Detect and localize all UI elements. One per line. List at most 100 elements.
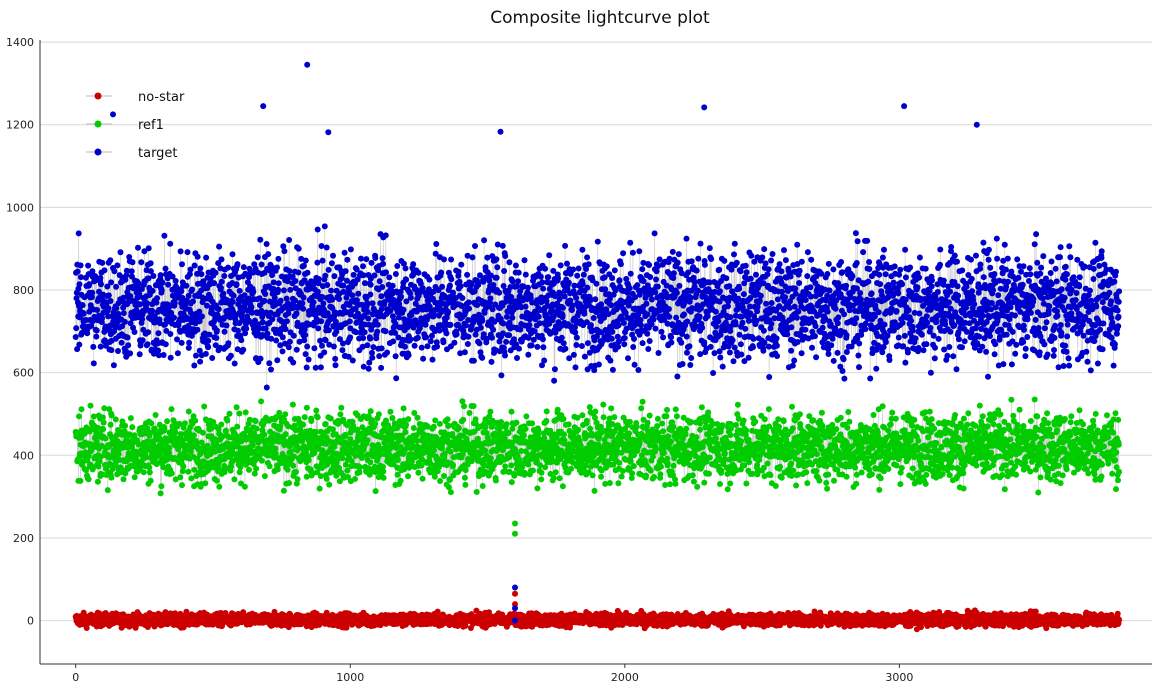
data-point xyxy=(169,406,175,412)
series-no-star xyxy=(73,591,1122,633)
data-point xyxy=(200,430,206,436)
data-point xyxy=(101,420,107,426)
series-ref1 xyxy=(73,397,1122,537)
y-tick-label: 400 xyxy=(13,449,34,462)
data-point xyxy=(315,414,321,420)
data-point xyxy=(364,437,370,443)
data-point xyxy=(330,426,336,432)
data-point xyxy=(108,475,114,481)
data-point xyxy=(352,476,358,482)
data-point xyxy=(281,488,287,494)
y-tick-label: 200 xyxy=(13,532,34,545)
data-point xyxy=(253,466,259,472)
data-point xyxy=(250,442,256,448)
data-point xyxy=(376,411,382,417)
data-point xyxy=(148,478,154,484)
data-point xyxy=(149,420,155,426)
data-point xyxy=(113,416,119,422)
y-tick-label: 0 xyxy=(27,615,34,628)
data-point xyxy=(381,475,387,481)
data-point xyxy=(236,411,242,417)
data-point xyxy=(328,416,334,422)
data-point xyxy=(326,482,332,488)
data-point xyxy=(116,451,122,457)
data-point xyxy=(286,480,292,486)
data-point xyxy=(339,455,345,461)
x-tick-label: 3000 xyxy=(885,671,913,684)
axis-layer: 0 200 400 600 800 1000 1200 1400 0 1000 2000 3000 xyxy=(6,36,1152,684)
data-point xyxy=(169,470,175,476)
data-point xyxy=(182,420,188,426)
data-point xyxy=(202,480,208,486)
data-point xyxy=(179,482,185,488)
data-point xyxy=(357,464,363,470)
data-point xyxy=(317,486,323,492)
data-point xyxy=(234,424,240,430)
data-point xyxy=(100,414,106,420)
data-point xyxy=(243,409,249,415)
data-point xyxy=(304,405,310,411)
data-point xyxy=(191,432,197,438)
data-point xyxy=(380,469,386,475)
y-tick-label: 600 xyxy=(13,367,34,380)
data-point xyxy=(141,469,147,475)
y-tick-label: 1400 xyxy=(6,36,34,49)
data-point xyxy=(389,415,395,421)
data-point xyxy=(94,439,100,445)
data-point xyxy=(367,472,373,478)
y-tick-label: 800 xyxy=(13,284,34,297)
data-point xyxy=(91,414,97,420)
data-point xyxy=(103,436,109,442)
data-point xyxy=(300,422,306,428)
data-point xyxy=(201,404,207,410)
data-point xyxy=(231,476,237,482)
data-point xyxy=(337,411,343,417)
data-point xyxy=(293,469,299,475)
data-point xyxy=(306,457,312,463)
data-point xyxy=(367,459,373,465)
data-point xyxy=(254,426,260,432)
x-tick-label: 1000 xyxy=(336,671,364,684)
y-tick-label: 1000 xyxy=(6,201,34,214)
data-point xyxy=(267,463,273,469)
data-point xyxy=(1116,617,1122,623)
data-point xyxy=(129,424,135,430)
data-point xyxy=(185,469,191,475)
data-point xyxy=(258,398,264,404)
data-point xyxy=(282,411,288,417)
data-point xyxy=(180,463,186,469)
data-point xyxy=(1115,611,1121,617)
data-point xyxy=(387,409,393,415)
x-tick-label: 0 xyxy=(72,671,79,684)
data-point xyxy=(224,418,230,424)
data-point xyxy=(242,484,248,490)
data-point xyxy=(172,429,178,435)
data-point xyxy=(435,609,441,615)
x-tick-label: 2000 xyxy=(611,671,639,684)
data-point xyxy=(164,418,170,424)
data-point xyxy=(77,478,83,484)
data-point xyxy=(105,487,111,493)
data-point xyxy=(259,458,265,464)
data-point xyxy=(153,412,159,418)
data-point xyxy=(218,422,224,428)
data-point xyxy=(95,479,101,485)
data-point xyxy=(122,423,128,429)
data-point xyxy=(84,625,90,631)
data-point xyxy=(283,431,289,437)
data-point xyxy=(253,418,259,424)
data-point xyxy=(214,478,220,484)
data-point xyxy=(227,411,233,417)
data-point xyxy=(295,476,301,482)
data-point xyxy=(262,473,268,479)
data-point xyxy=(318,473,324,479)
data-point xyxy=(246,467,252,473)
data-point xyxy=(261,432,267,438)
data-point xyxy=(373,488,379,494)
data-point xyxy=(76,413,82,419)
data-point xyxy=(313,408,319,414)
y-tick-label: 1200 xyxy=(6,119,34,132)
data-point xyxy=(290,463,296,469)
